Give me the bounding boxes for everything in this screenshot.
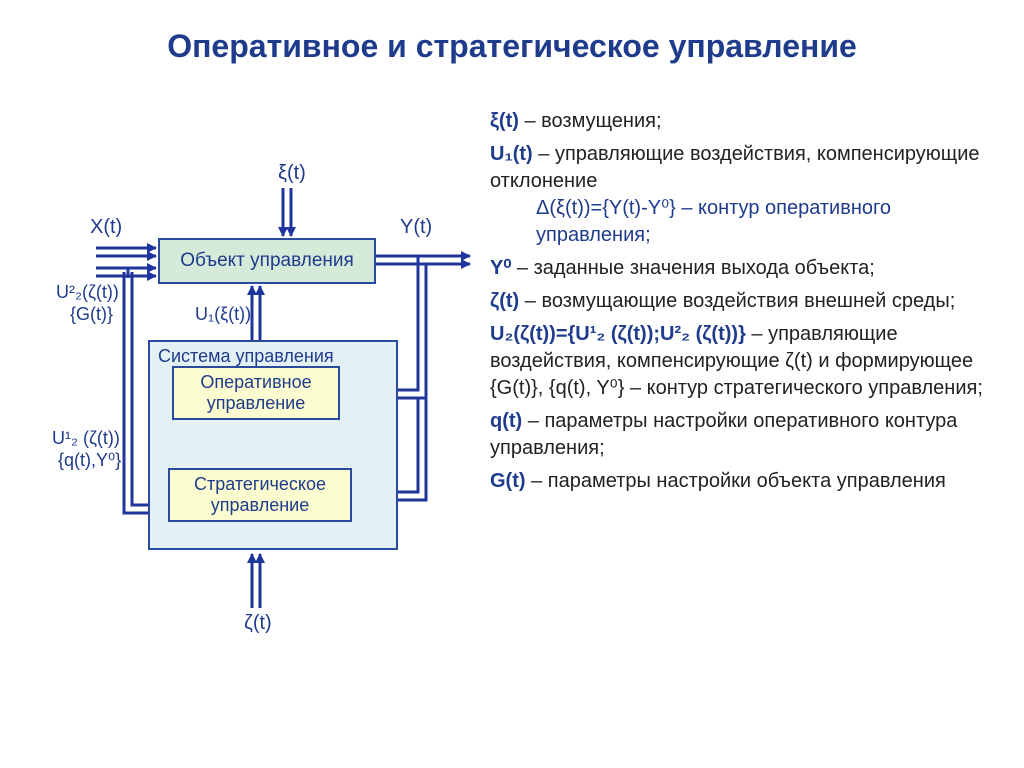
box-strategic-l1: Стратегическое [194, 474, 326, 495]
legend-item: U₂(ζ(t))={U¹₂ (ζ(t));U²₂ (ζ(t))} – управ… [490, 321, 1000, 402]
label-u12b: {q(t),Y⁰} [58, 450, 121, 471]
legend-item: U₁(t) – управляющие воздействия, компенс… [490, 141, 1000, 249]
box-strategic: Стратегическое управление [168, 468, 352, 522]
legend-text: – управляющие воздействия, компенсирующи… [490, 143, 980, 192]
box-operative-l2: управление [207, 393, 305, 414]
legend-text: – параметры настройки оперативного конту… [490, 410, 957, 459]
box-operative: Оперативное управление [172, 366, 340, 420]
box-object-label: Объект управления [180, 250, 354, 272]
legend-term: q(t) [490, 410, 522, 432]
box-operative-l1: Оперативное [200, 372, 311, 393]
legend-text: – возмущающие воздействия внешней среды; [519, 290, 955, 312]
legend-text: – заданные значения выхода объекта; [511, 257, 874, 279]
box-strategic-l2: управление [211, 495, 309, 516]
legend-term: ζ(t) [490, 290, 519, 312]
box-object: Объект управления [158, 238, 376, 284]
legend-item: Y⁰ – заданные значения выхода объекта; [490, 255, 1000, 282]
legend-item: ζ(t) – возмущающие воздействия внешней с… [490, 288, 1000, 315]
legend-term: Y⁰ [490, 257, 511, 279]
legend-text: – параметры настройки объекта управления [526, 470, 946, 492]
label-u1xi: U₁(ξ(t)) [195, 304, 251, 325]
slide-stage: Оперативное и стратегическое управление [0, 0, 1024, 768]
legend-term: U₁(t) [490, 143, 533, 165]
label-xi: ξ(t) [278, 162, 306, 185]
legend-item: G(t) – параметры настройки объекта управ… [490, 468, 1000, 495]
slide-title: Оперативное и стратегическое управление [0, 0, 1024, 65]
label-u22b: {G(t)} [70, 304, 113, 325]
legend-item: ξ(t) – возмущения; [490, 108, 1000, 135]
legend-term: U₂(ζ(t))={U¹₂ (ζ(t));U²₂ (ζ(t))} [490, 323, 746, 345]
label-x: X(t) [90, 216, 122, 239]
legend-item: q(t) – параметры настройки оперативного … [490, 408, 1000, 462]
legend-text: – возмущения; [519, 110, 662, 132]
label-u22a: U²₂(ζ(t)) [56, 282, 119, 303]
legend: ξ(t) – возмущения; U₁(t) – управляющие в… [490, 108, 1000, 501]
box-system-label: Система управления [158, 346, 334, 367]
legend-term: ξ(t) [490, 110, 519, 132]
label-u12a: U¹₂ (ζ(t)) [52, 428, 120, 449]
label-zeta: ζ(t) [244, 612, 272, 635]
label-y: Y(t) [400, 216, 432, 239]
legend-tail: Δ(ξ(t))={Y(t)-Y⁰} – контур оперативного … [490, 195, 1000, 249]
legend-term: G(t) [490, 470, 526, 492]
